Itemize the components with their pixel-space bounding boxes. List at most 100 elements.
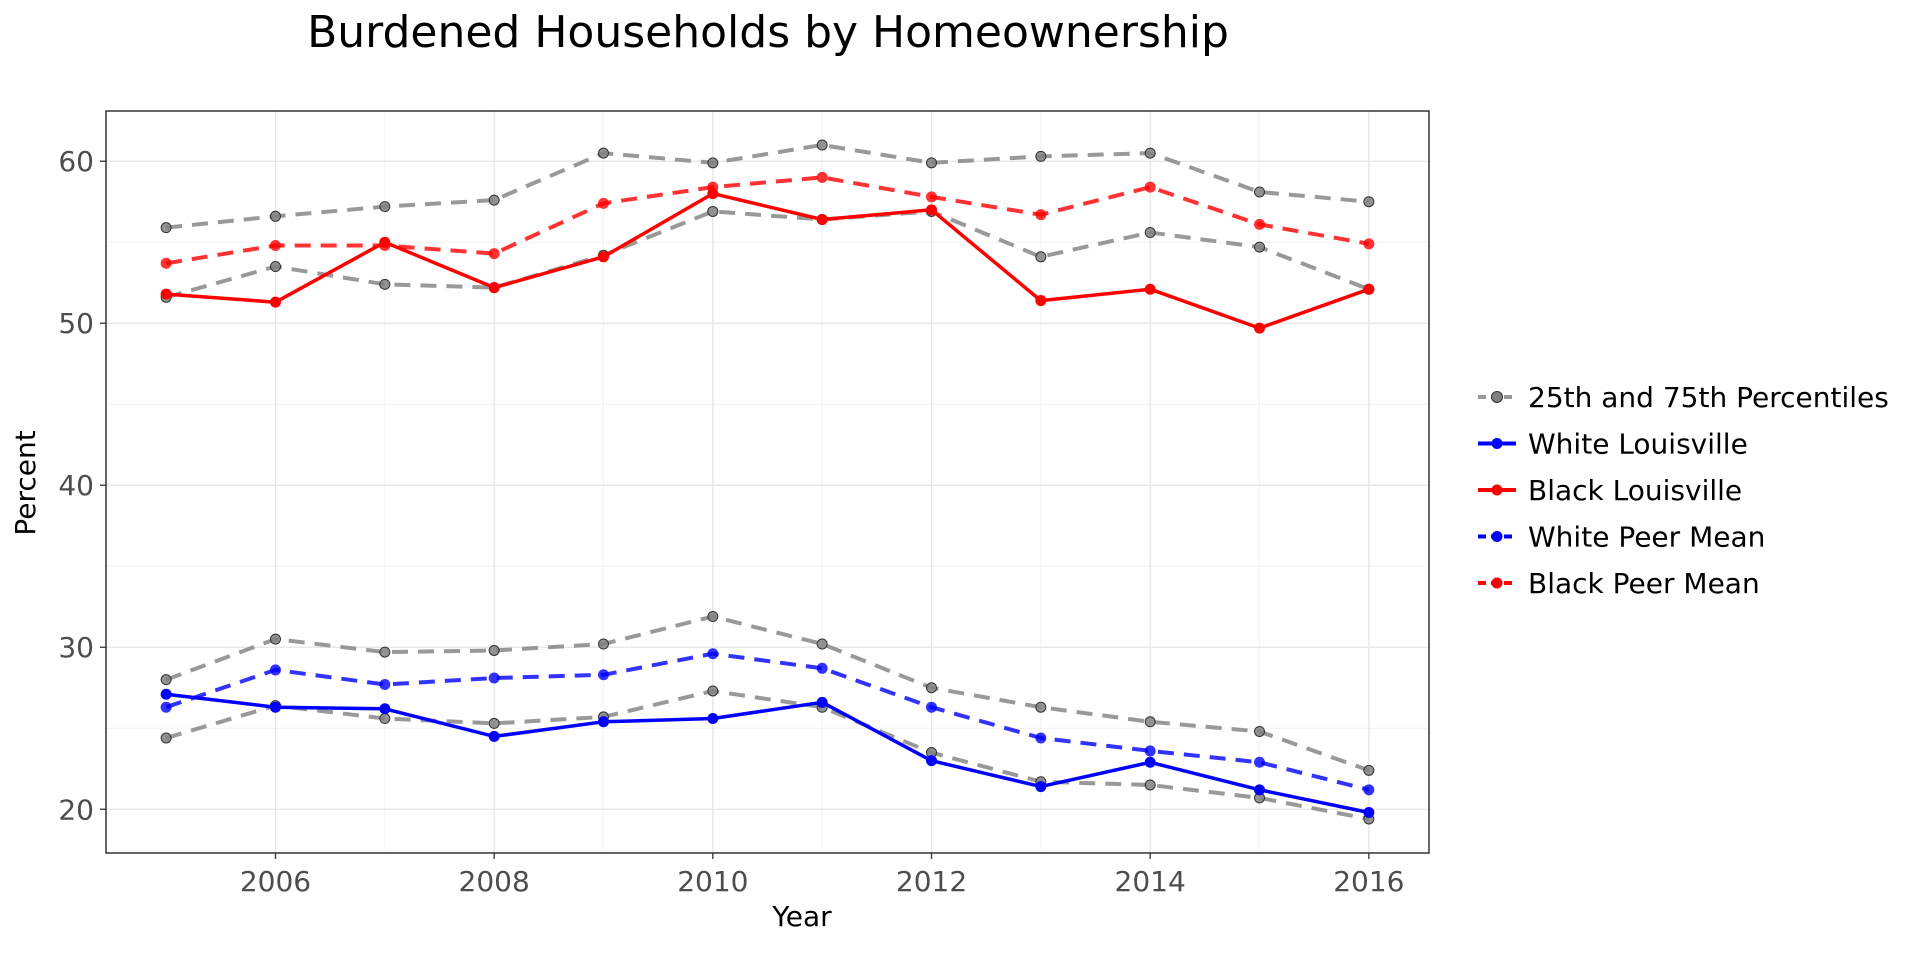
data-point xyxy=(597,147,609,159)
data-point xyxy=(379,703,391,715)
data-point xyxy=(160,222,172,234)
series-line xyxy=(165,651,1370,792)
data-point xyxy=(816,696,828,708)
x-tick-label: 2016 xyxy=(1333,865,1404,898)
y-tick-label: 20 xyxy=(58,793,94,826)
series-line xyxy=(165,692,1370,815)
data-point xyxy=(379,278,391,290)
y-tick-label: 30 xyxy=(58,631,94,664)
data-point xyxy=(1363,238,1375,250)
data-point xyxy=(269,664,281,676)
y-tick-label: 50 xyxy=(58,307,94,340)
data-point xyxy=(1254,218,1266,230)
data-point xyxy=(926,157,938,169)
data-point xyxy=(269,296,281,308)
data-point xyxy=(1144,283,1156,295)
plot-panel-border xyxy=(105,110,1430,854)
data-point xyxy=(1035,701,1047,713)
series-1 xyxy=(160,205,1375,303)
series-4 xyxy=(160,688,1375,818)
data-point xyxy=(816,171,828,183)
series-line xyxy=(165,191,1370,330)
data-point xyxy=(160,257,172,269)
data-point xyxy=(707,205,719,217)
series-6 xyxy=(160,648,1375,796)
data-point xyxy=(1363,806,1375,818)
data-point xyxy=(926,204,938,216)
data-point xyxy=(816,139,828,151)
series-line xyxy=(165,143,1370,230)
data-point xyxy=(1035,150,1047,162)
data-point xyxy=(597,197,609,209)
data-point xyxy=(707,157,719,169)
legend-label: 25th and 75th Percentiles xyxy=(1528,381,1889,414)
legend-label: White Louisville xyxy=(1528,428,1748,461)
data-point xyxy=(1363,764,1375,776)
data-point xyxy=(707,181,719,193)
data-point xyxy=(597,251,609,263)
data-point xyxy=(1254,186,1266,198)
x-tick-label: 2014 xyxy=(1115,865,1186,898)
data-point xyxy=(269,633,281,645)
data-point xyxy=(597,669,609,681)
series-line xyxy=(165,175,1370,266)
y-axis-title: Percent xyxy=(9,430,42,535)
data-point xyxy=(269,210,281,222)
data-point xyxy=(269,239,281,251)
legend-item: White Louisville xyxy=(1478,428,1748,461)
legend-label: Black Louisville xyxy=(1528,474,1742,507)
x-tick-label: 2006 xyxy=(240,865,311,898)
chart-title: Burdened Households by Homeownership xyxy=(307,7,1229,58)
data-point xyxy=(597,638,609,650)
data-point xyxy=(1035,209,1047,221)
data-point xyxy=(488,194,500,206)
data-point xyxy=(488,248,500,260)
data-point xyxy=(488,282,500,294)
data-point xyxy=(1144,716,1156,728)
data-point xyxy=(707,713,719,725)
series-line xyxy=(165,209,1370,300)
series-layer xyxy=(160,139,1375,825)
data-point xyxy=(160,674,172,686)
data-point xyxy=(379,201,391,213)
data-point xyxy=(488,644,500,656)
grid xyxy=(106,111,1429,853)
data-point xyxy=(926,191,938,203)
data-point xyxy=(926,682,938,694)
data-point xyxy=(379,713,391,725)
data-point xyxy=(1363,784,1375,796)
x-axis-title: Year xyxy=(771,900,832,933)
series-0 xyxy=(160,139,1375,234)
data-point xyxy=(816,638,828,650)
series-line xyxy=(165,689,1370,821)
data-point xyxy=(379,679,391,691)
legend-item: White Peer Mean xyxy=(1478,521,1765,554)
legend-label: White Peer Mean xyxy=(1528,521,1765,554)
data-point xyxy=(1144,181,1156,193)
series-7 xyxy=(160,171,1375,269)
data-point xyxy=(1144,147,1156,159)
data-point xyxy=(160,688,172,700)
data-point xyxy=(379,239,391,251)
data-point xyxy=(488,730,500,742)
data-point xyxy=(1035,781,1047,793)
data-point xyxy=(1144,745,1156,757)
legend-item: Black Peer Mean xyxy=(1478,567,1760,600)
data-point xyxy=(1035,251,1047,263)
legend-key-point xyxy=(1491,438,1503,449)
data-point xyxy=(1254,725,1266,737)
series-5 xyxy=(160,188,1375,334)
data-point xyxy=(1035,295,1047,307)
data-point xyxy=(1144,779,1156,791)
legend-key-point xyxy=(1491,391,1503,403)
legend-label: Black Peer Mean xyxy=(1528,567,1760,600)
data-point xyxy=(707,648,719,660)
data-point xyxy=(1254,756,1266,768)
y-tick-label: 60 xyxy=(58,145,94,178)
data-point xyxy=(379,646,391,658)
axis-ticks: 2006 2008 2010 2012 2014 2016 20 30 40 50 60 xyxy=(58,145,1404,898)
x-tick-label: 2008 xyxy=(459,865,530,898)
data-point xyxy=(1144,756,1156,768)
